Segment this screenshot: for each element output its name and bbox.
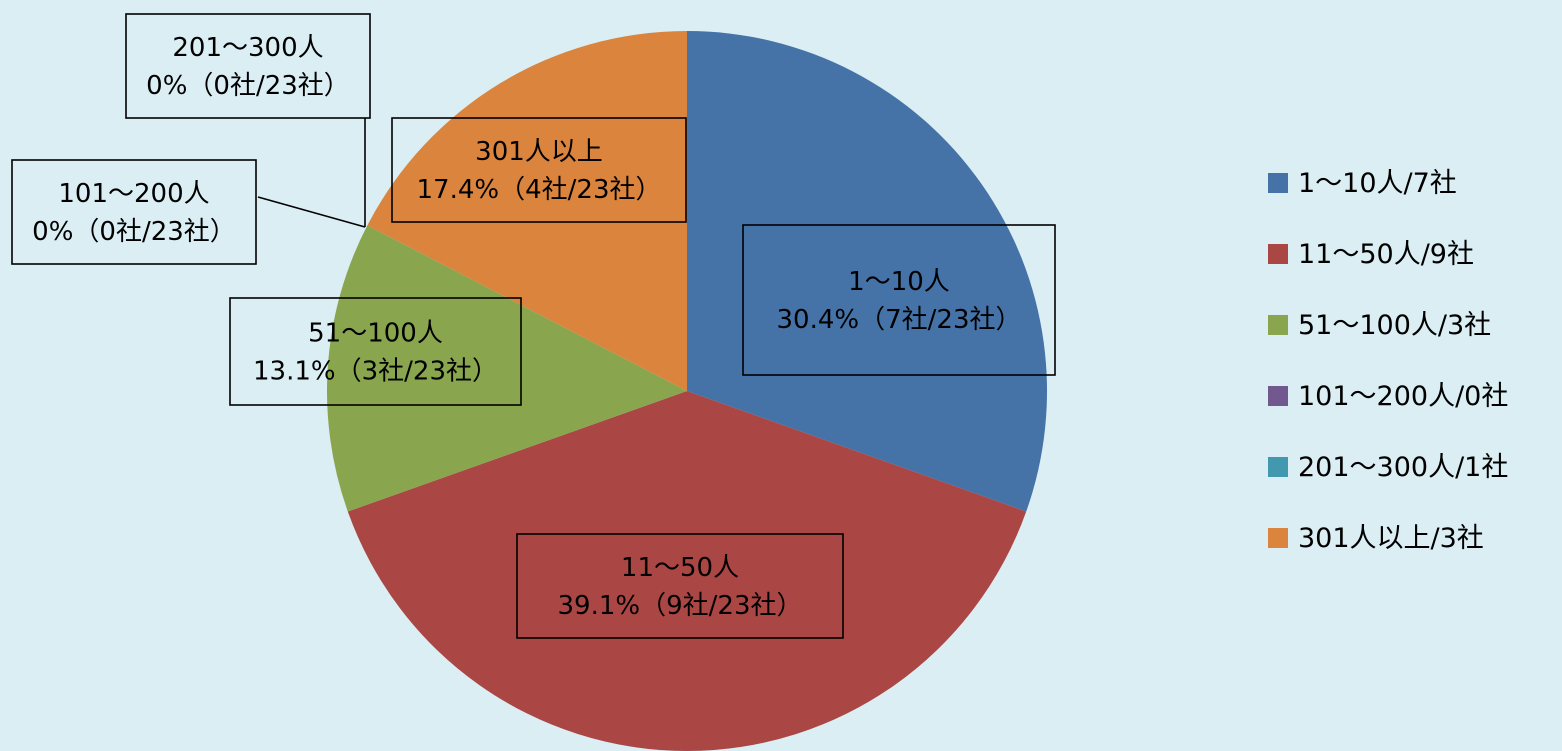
legend-swatch — [1268, 528, 1288, 548]
legend-swatch — [1268, 244, 1288, 264]
data-label-box — [229, 297, 522, 406]
data-label-category: 301人以上 — [475, 137, 603, 167]
data-label-percent: 13.1%（3社/23社） — [253, 357, 498, 387]
legend-label: 201〜300人/1社 — [1298, 452, 1508, 483]
data-label-box — [391, 117, 687, 223]
data-label-category: 11〜50人 — [621, 553, 739, 583]
legend-label: 1〜10人/7社 — [1298, 168, 1457, 199]
legend-label: 51〜100人/3社 — [1298, 310, 1491, 341]
data-label-percent: 0%（0社/23社） — [32, 217, 236, 247]
pie-slice — [327, 225, 687, 512]
data-label-box — [516, 533, 844, 639]
legend-swatch — [1268, 173, 1288, 193]
pie-slice — [367, 31, 687, 391]
data-label-percent: 17.4%（4社/23社） — [417, 175, 662, 205]
data-label-percent: 39.1%（9社/23社） — [558, 591, 803, 621]
legend-label: 101〜200人/0社 — [1298, 381, 1508, 412]
data-label-category: 1〜10人 — [848, 267, 950, 297]
data-label-box — [11, 159, 257, 265]
pie-slice — [347, 391, 1027, 751]
data-label-category: 51〜100人 — [308, 319, 443, 349]
data-label-box — [125, 13, 371, 119]
legend-label: 301人以上/3社 — [1298, 523, 1484, 554]
leader-line — [257, 196, 366, 228]
legend-swatch — [1268, 315, 1288, 335]
legend-swatch — [1268, 457, 1288, 477]
data-label-category: 101〜200人 — [58, 179, 209, 209]
data-label-category: 201〜300人 — [172, 33, 323, 63]
data-label-percent: 0%（0社/23社） — [146, 71, 350, 101]
data-label-percent: 30.4%（7社/23社） — [777, 305, 1022, 335]
legend-swatch — [1268, 386, 1288, 406]
legend-label: 11〜50人/9社 — [1298, 239, 1474, 270]
data-label-box — [742, 224, 1056, 376]
pie-slice — [687, 31, 1048, 512]
